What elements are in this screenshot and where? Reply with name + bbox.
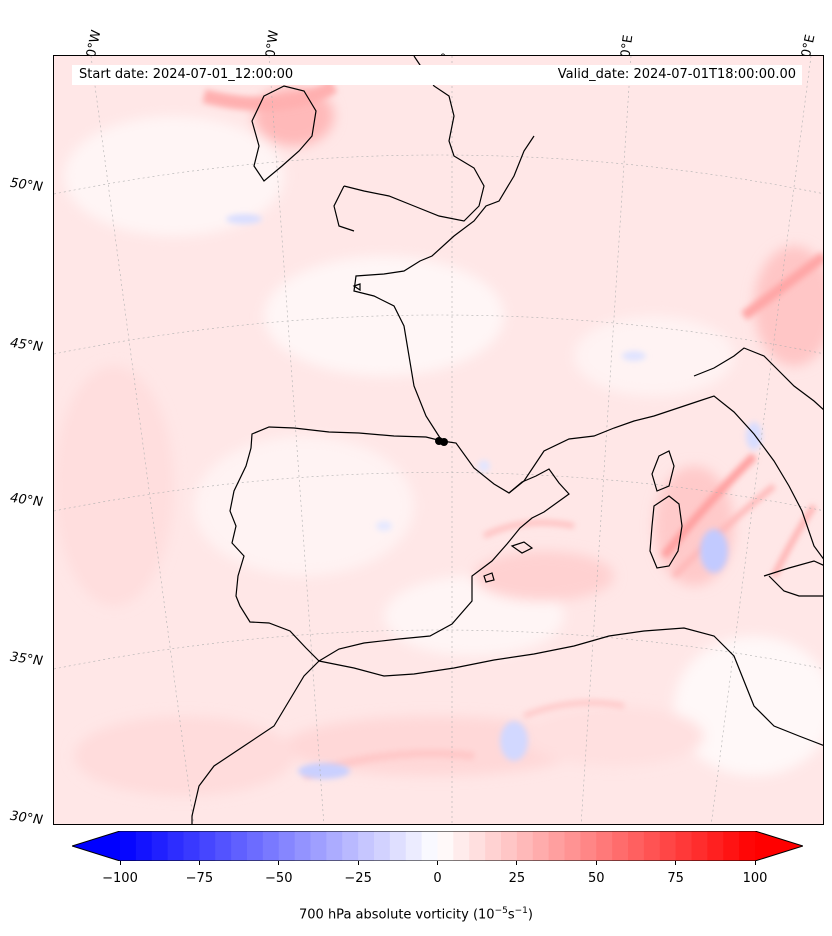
colorbar-segment bbox=[707, 831, 724, 861]
colorbar-field-name: 700 hPa absolute vorticity bbox=[299, 907, 469, 923]
lat-label-30n: 30°N bbox=[9, 808, 44, 829]
colorbar-segment bbox=[278, 831, 296, 861]
negative-vorticity-patches bbox=[226, 214, 762, 779]
colorbar-segment bbox=[358, 831, 375, 861]
colorbar-segment bbox=[548, 831, 565, 861]
valid-date-label: Valid_date: 2024-07-01T18:00:00.00 bbox=[532, 65, 802, 85]
colorbar-tick-label: −75 bbox=[185, 871, 214, 886]
colorbar-segment bbox=[628, 831, 645, 861]
colorbar-segment bbox=[675, 831, 692, 861]
lat-label-50n: 50°N bbox=[9, 175, 44, 196]
colorbar-tick-label: 50 bbox=[587, 871, 605, 886]
colorbar-segment bbox=[691, 831, 708, 861]
colorbar-segment bbox=[596, 831, 613, 861]
colorbar-segment bbox=[310, 831, 327, 861]
colorbar-segment bbox=[453, 831, 470, 861]
colorbar-segment bbox=[469, 831, 486, 861]
colorbar-segment bbox=[659, 831, 677, 861]
colorbar-segment bbox=[564, 831, 581, 861]
colorbar-segment bbox=[199, 831, 216, 861]
colorbar-segment bbox=[247, 831, 264, 861]
colorbar-tick-label: 0 bbox=[433, 871, 442, 886]
colorbar-segment bbox=[135, 831, 153, 861]
lat-label-35n: 35°N bbox=[9, 649, 44, 670]
colorbar-tick-mark bbox=[357, 861, 359, 865]
colorbar-tick-label: 25 bbox=[508, 871, 526, 886]
lat-label-40n: 40°N bbox=[9, 490, 44, 511]
colorbar-tick-mark bbox=[278, 861, 280, 865]
colorbar-tick-mark bbox=[595, 861, 597, 865]
colorbar-segment bbox=[326, 831, 343, 861]
colorbar-segment bbox=[151, 831, 169, 861]
colorbar-segment bbox=[262, 831, 280, 861]
colorbar-tick-label: −25 bbox=[344, 871, 372, 886]
colorbar-extend-min bbox=[72, 831, 120, 861]
colorbar-segment bbox=[739, 831, 756, 861]
colorbar-units-exp1: −5 bbox=[494, 906, 508, 916]
vorticity-streaks bbox=[202, 79, 823, 780]
colorbar-segment bbox=[723, 831, 740, 861]
vorticity-map bbox=[53, 55, 824, 825]
colorbar-segment bbox=[120, 831, 137, 861]
colorbar-segment bbox=[501, 831, 518, 861]
colorbar-tick-label: −50 bbox=[265, 871, 293, 886]
colorbar-tick-mark bbox=[437, 861, 438, 865]
colorbar-segment bbox=[167, 831, 184, 861]
graticule bbox=[54, 56, 823, 824]
lat-label-45n: 45°N bbox=[9, 335, 44, 356]
colorbar-tick-label: 75 bbox=[667, 871, 684, 886]
colorbar-units-close: ) bbox=[527, 907, 533, 923]
colorbar-segment bbox=[374, 831, 391, 861]
colorbar-units-exp2: −1 bbox=[514, 906, 528, 916]
colorbar-segment bbox=[421, 831, 438, 861]
colorbar-units-open: (10 bbox=[472, 907, 495, 923]
colorbar-extend-max bbox=[755, 831, 803, 861]
colorbar-segment bbox=[643, 831, 661, 861]
colorbar-segment bbox=[215, 831, 232, 861]
colorbar-segment bbox=[516, 831, 534, 861]
colorbar-segment bbox=[183, 831, 200, 861]
colorbar-segment bbox=[405, 831, 423, 861]
colorbar-segment bbox=[580, 831, 597, 861]
colorbar-tick-label: −100 bbox=[102, 871, 138, 886]
colorbar-tick-mark bbox=[119, 861, 121, 865]
colorbar-segment bbox=[389, 831, 407, 861]
colorbar-segment bbox=[437, 831, 454, 861]
colorbar-tick-mark bbox=[198, 861, 200, 865]
marker-dots bbox=[435, 437, 448, 446]
colorbar-segment bbox=[294, 831, 311, 861]
colorbar-tick-label: 100 bbox=[742, 871, 768, 886]
colorbar-segment bbox=[612, 831, 629, 861]
colorbar-tick-mark bbox=[516, 861, 518, 865]
start-date-label: Start date: 2024-07-01_12:00:00 bbox=[72, 65, 532, 85]
colorbar-segment bbox=[485, 831, 502, 861]
map-canvas bbox=[54, 56, 823, 824]
colorbar bbox=[72, 831, 803, 861]
colorbar-segment bbox=[231, 831, 248, 861]
colorbar-label: 700 hPa absolute vorticity (10−5s−1) bbox=[0, 906, 832, 922]
colorbar-segment bbox=[532, 831, 550, 861]
colorbar-units-mid: s bbox=[507, 907, 515, 923]
colorbar-segment bbox=[342, 831, 359, 861]
colorbar-tick-mark bbox=[675, 861, 677, 865]
colorbar-tick-mark bbox=[754, 861, 756, 865]
